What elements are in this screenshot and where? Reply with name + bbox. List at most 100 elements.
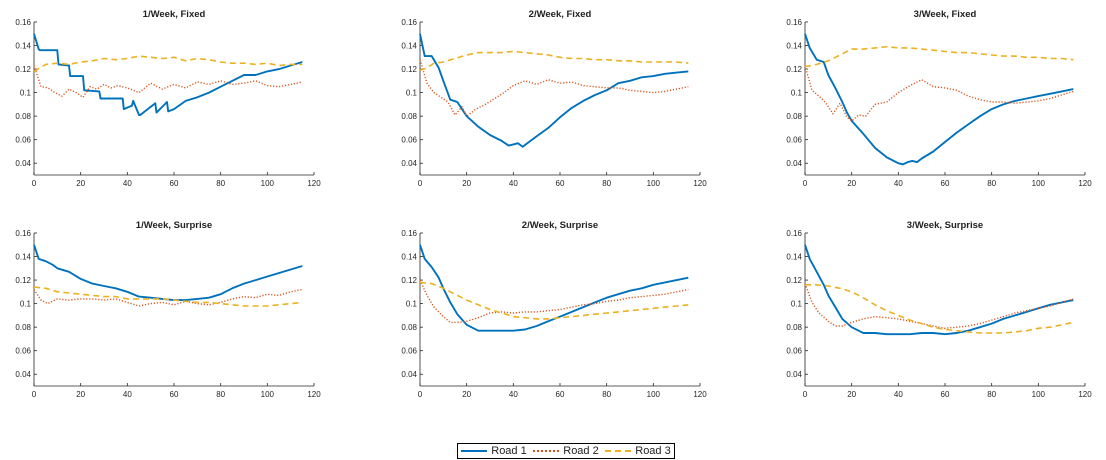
x-tick-label: 80: [987, 179, 996, 188]
x-tick-label: 40: [123, 179, 132, 188]
x-tick-label: 0: [418, 390, 423, 399]
series-line-road-1: [419, 244, 689, 332]
series-line-road-3: [33, 55, 303, 73]
legend-swatch-road-1: [461, 450, 488, 452]
y-tick-label: 0.08: [15, 323, 31, 332]
y-tick-label: 0.08: [15, 112, 31, 121]
y-tick-label: 0.12: [15, 65, 31, 74]
legend-label-road-1: Road 1: [491, 445, 527, 457]
subplot-title: 3/Week, Surprise: [907, 220, 983, 231]
x-tick-label: 100: [647, 179, 661, 188]
y-tick-label: 0.04: [401, 370, 417, 379]
series-line-road-3: [804, 45, 1074, 68]
x-tick-label: 20: [76, 179, 85, 188]
series-line-road-1: [33, 244, 303, 302]
y-tick-label: 0.16: [786, 18, 802, 27]
x-tick-label: 120: [307, 390, 321, 399]
x-tick-label: 100: [1032, 390, 1046, 399]
x-tick-label: 40: [894, 179, 903, 188]
x-tick-label: 80: [216, 179, 225, 188]
x-tick-label: 100: [261, 179, 275, 188]
series-line-road-1: [33, 33, 303, 116]
y-tick-label: 0.06: [786, 136, 802, 145]
y-tick-label: 0.1: [406, 300, 418, 309]
subplot-title: 2/Week, Fixed: [529, 9, 592, 20]
x-tick-label: 120: [693, 179, 707, 188]
x-tick-label: 120: [1078, 390, 1092, 399]
x-tick-label: 60: [556, 390, 565, 399]
y-tick-label: 0.16: [15, 18, 31, 27]
y-tick-label: 0.14: [15, 42, 31, 51]
y-tick-label: 0.1: [20, 89, 32, 98]
y-tick-label: 0.08: [401, 112, 417, 121]
x-tick-label: 100: [261, 390, 275, 399]
y-tick-label: 0.04: [15, 370, 31, 379]
x-tick-label: 0: [803, 390, 808, 399]
y-tick-label: 0.1: [791, 300, 803, 309]
x-tick-label: 20: [847, 179, 856, 188]
x-tick-label: 120: [693, 390, 707, 399]
y-tick-label: 0.12: [15, 276, 31, 285]
legend-entry-road-3: Road 3: [605, 445, 671, 457]
x-tick-label: 20: [847, 390, 856, 399]
series-line-road-3: [419, 281, 689, 320]
series-line-road-1: [419, 33, 689, 148]
x-tick-label: 20: [76, 390, 85, 399]
subplot-3: 3/Week, Fixed 0.04 0.06 0.08 0.1 0.12 0.14 0.16…: [786, 9, 1092, 188]
series-line-road-2: [419, 59, 689, 117]
y-tick-label: 0.12: [401, 65, 417, 74]
x-tick-label: 100: [647, 390, 661, 399]
x-tick-label: 100: [1032, 179, 1046, 188]
x-tick-label: 80: [216, 390, 225, 399]
subplot-6: 3/Week, Surprise 0.04 0.06 0.08 0.1 0.12 0.14 0…: [786, 220, 1092, 399]
series-line-road-2: [419, 279, 689, 324]
series-line-road-1: [804, 33, 1074, 166]
x-tick-label: 120: [1078, 179, 1092, 188]
legend-entry-road-2: Road 2: [533, 445, 599, 457]
y-tick-label: 0.06: [15, 136, 31, 145]
y-tick-label: 0.16: [786, 229, 802, 238]
x-tick-label: 40: [509, 390, 518, 399]
x-tick-label: 0: [418, 179, 423, 188]
y-tick-label: 0.1: [791, 89, 803, 98]
x-tick-label: 60: [170, 390, 179, 399]
subplot-2: 2/Week, Fixed 0.04 0.06 0.08 0.1 0.12 0.14 0.16…: [401, 9, 707, 188]
y-tick-label: 0.12: [401, 276, 417, 285]
series-line-road-3: [33, 286, 303, 307]
x-tick-label: 60: [170, 179, 179, 188]
y-tick-label: 0.08: [401, 323, 417, 332]
x-tick-label: 60: [941, 390, 950, 399]
y-tick-label: 0.08: [786, 112, 802, 121]
y-tick-label: 0.16: [401, 18, 417, 27]
y-tick-label: 0.14: [401, 42, 417, 51]
subplot-5: 2/Week, Surprise 0.04 0.06 0.08 0.1 0.12 0.14 0…: [401, 220, 707, 399]
x-tick-label: 0: [32, 179, 37, 188]
y-tick-label: 0.04: [786, 159, 802, 168]
series-line-road-2: [33, 288, 303, 307]
subplot-1: 1/Week, Fixed 0.04 0.06 0.08 0.1 0.12 0.14 0.16…: [15, 9, 321, 188]
x-tick-label: 60: [941, 179, 950, 188]
x-tick-label: 0: [32, 390, 37, 399]
x-tick-label: 80: [602, 390, 611, 399]
x-tick-label: 120: [307, 179, 321, 188]
y-tick-label: 0.1: [406, 89, 418, 98]
x-tick-label: 20: [462, 179, 471, 188]
y-tick-label: 0.06: [15, 347, 31, 356]
legend-entry-road-1: Road 1: [461, 445, 527, 457]
y-tick-label: 0.1: [20, 300, 32, 309]
y-tick-label: 0.06: [401, 347, 417, 356]
y-tick-label: 0.14: [786, 253, 802, 262]
legend-label-road-2: Road 2: [563, 445, 599, 457]
legend-swatch-road-3: [605, 450, 632, 452]
legend: Road 1 Road 2 Road 3: [457, 443, 675, 459]
y-tick-label: 0.04: [15, 159, 31, 168]
series-line-road-1: [804, 244, 1074, 336]
subplot-4: 1/Week, Surprise 0.04 0.06 0.08 0.1 0.12 0.14 0…: [15, 220, 321, 399]
x-tick-label: 60: [556, 179, 565, 188]
y-tick-label: 0.12: [786, 65, 802, 74]
y-tick-label: 0.14: [786, 42, 802, 51]
series-line-road-2: [33, 65, 303, 99]
x-tick-label: 40: [509, 179, 518, 188]
x-tick-label: 40: [894, 390, 903, 399]
